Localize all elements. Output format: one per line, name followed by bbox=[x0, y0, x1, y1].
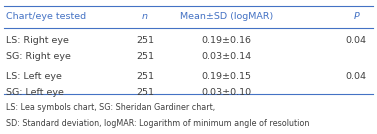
Text: 0.19±0.16: 0.19±0.16 bbox=[201, 36, 251, 45]
Text: Chart/eye tested: Chart/eye tested bbox=[6, 12, 86, 21]
Text: LS: Lea symbols chart, SG: Sheridan Gardiner chart,: LS: Lea symbols chart, SG: Sheridan Gard… bbox=[6, 103, 215, 112]
Text: SG: Left eye: SG: Left eye bbox=[6, 88, 64, 97]
Text: 0.03±0.10: 0.03±0.10 bbox=[201, 88, 251, 97]
Text: 251: 251 bbox=[136, 72, 154, 81]
Text: 251: 251 bbox=[136, 52, 154, 62]
Text: 0.19±0.15: 0.19±0.15 bbox=[201, 72, 251, 81]
Text: SG: Right eye: SG: Right eye bbox=[6, 52, 70, 62]
Text: P: P bbox=[353, 12, 359, 21]
Text: 0.04: 0.04 bbox=[346, 36, 367, 45]
Text: 251: 251 bbox=[136, 88, 154, 97]
Text: Mean±SD (logMAR): Mean±SD (logMAR) bbox=[179, 12, 273, 21]
Text: 0.04: 0.04 bbox=[346, 72, 367, 81]
Text: 251: 251 bbox=[136, 36, 154, 45]
Text: LS: Right eye: LS: Right eye bbox=[6, 36, 69, 45]
Text: 0.03±0.14: 0.03±0.14 bbox=[201, 52, 251, 62]
Text: SD: Standard deviation, logMAR: Logarithm of minimum angle of resolution: SD: Standard deviation, logMAR: Logarith… bbox=[6, 119, 309, 128]
Text: LS: Left eye: LS: Left eye bbox=[6, 72, 61, 81]
Text: n: n bbox=[142, 12, 148, 21]
